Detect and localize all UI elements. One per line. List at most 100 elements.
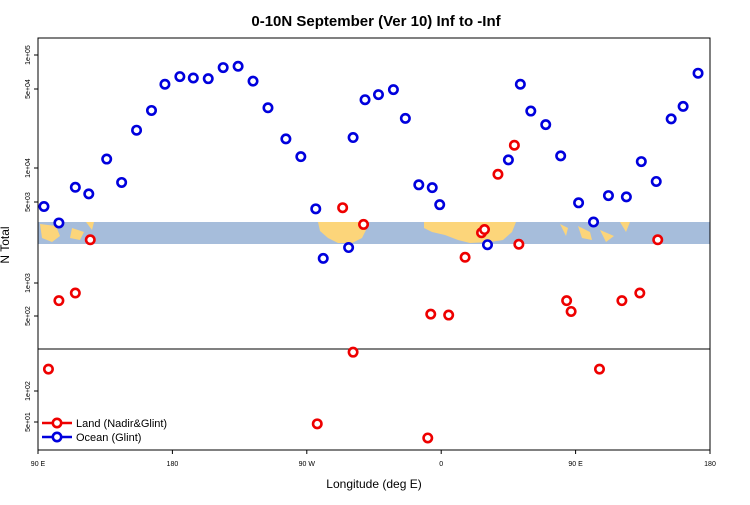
ocean-point — [217, 62, 229, 74]
ocean-point — [540, 119, 552, 131]
x-tick-label: 0 — [439, 461, 443, 468]
land-point — [337, 202, 349, 214]
ocean-point — [665, 113, 677, 125]
ocean-point — [359, 94, 371, 106]
ocean-point — [677, 100, 689, 112]
x-axis: 90 E 180 90 W 0 90 E 180 — [31, 450, 716, 468]
ocean-point — [573, 197, 585, 209]
ocean-point — [588, 216, 600, 228]
y-axis-label: N Total — [0, 226, 12, 263]
land-point — [634, 287, 646, 299]
ocean-point — [101, 153, 113, 165]
land-point — [347, 346, 359, 358]
ocean-point — [131, 124, 143, 136]
x-tick-label: 90 W — [299, 461, 316, 468]
land-point — [422, 432, 434, 444]
land-point — [459, 251, 471, 263]
ocean-point — [317, 252, 329, 264]
land-point — [492, 168, 504, 180]
land-point — [42, 363, 54, 375]
land-point — [358, 218, 370, 230]
ocean-point — [635, 156, 647, 168]
ocean-point — [650, 175, 662, 187]
ocean-point — [116, 176, 128, 188]
ocean-point — [202, 73, 214, 85]
land-point — [53, 295, 65, 307]
land-point — [561, 295, 573, 307]
x-axis-label: Longitude (deg E) — [326, 477, 421, 491]
ocean-point — [502, 154, 514, 166]
y-tick-label: 1e+05 — [25, 45, 32, 65]
ocean-point — [525, 105, 537, 117]
y-tick-label: 5e+02 — [25, 306, 32, 326]
legend-ocean-marker — [51, 431, 63, 443]
land-point — [513, 238, 525, 250]
x-tick-label: 90 E — [31, 461, 46, 468]
y-axis: 5e+04 1e+04 5e+03 1e+03 5e+02 1e+02 5e+01 1e+05 — [25, 45, 38, 432]
y-tick-label: 1e+04 — [25, 158, 32, 178]
ocean-point — [38, 200, 50, 212]
chart-title: 0-10N September (Ver 10) Inf to -Inf — [251, 13, 501, 30]
map-land-south-america — [318, 222, 366, 243]
ocean-point — [159, 78, 171, 90]
plot-frame — [37, 37, 711, 451]
ocean-point — [372, 89, 384, 101]
ocean-point — [295, 151, 307, 163]
ocean-point — [413, 179, 425, 191]
legend-land-marker — [51, 417, 63, 429]
land-point — [565, 305, 577, 317]
land-point — [616, 295, 628, 307]
ocean-point — [692, 67, 704, 79]
ocean-point — [399, 112, 411, 124]
ocean-point — [481, 239, 493, 251]
ocean-point — [69, 181, 81, 193]
ocean-point — [347, 132, 359, 144]
land-point — [425, 308, 437, 320]
y-tick-label: 5e+04 — [25, 79, 32, 99]
ocean-point — [620, 191, 632, 203]
y-tick-label: 5e+03 — [25, 192, 32, 212]
ocean-point — [145, 104, 157, 116]
land-point — [593, 363, 605, 375]
map-land-indonesia-west — [40, 222, 94, 242]
ocean-point — [426, 182, 438, 194]
ocean-point — [343, 242, 355, 254]
y-tick-label: 1e+02 — [25, 381, 32, 401]
legend-land-label: Land (Nadir&Glint) — [76, 418, 167, 430]
ocean-point — [387, 84, 399, 96]
ocean-point — [280, 133, 292, 145]
land-point — [652, 234, 664, 246]
ocean-point — [602, 190, 614, 202]
ocean-point — [310, 203, 322, 215]
land-point — [84, 234, 96, 246]
ocean-point — [232, 60, 244, 72]
x-tick-label: 90 E — [568, 461, 583, 468]
ocean-point — [555, 150, 567, 162]
chart-legend: Land (Nadir&Glint) Ocean (Glint) — [42, 417, 167, 444]
y-tick-label: 1e+03 — [25, 273, 32, 293]
ocean-point — [174, 71, 186, 83]
ocean-point — [434, 199, 446, 211]
ocean-point — [53, 217, 65, 229]
legend-ocean-label: Ocean (Glint) — [76, 432, 141, 444]
map-ocean-band — [38, 222, 710, 244]
y-tick-label: 5e+01 — [25, 412, 32, 432]
land-point — [479, 224, 491, 236]
ocean-point — [83, 188, 95, 200]
ocean-point — [514, 78, 526, 90]
x-tick-label: 180 — [167, 461, 179, 468]
land-point — [443, 309, 455, 321]
map-land-indonesia-east — [560, 222, 630, 242]
map-land-africa — [424, 222, 516, 243]
land-point — [311, 418, 323, 430]
ocean-point — [247, 75, 259, 87]
land-point — [69, 287, 81, 299]
ocean-point — [262, 102, 274, 114]
data-points — [38, 60, 704, 444]
x-tick-label: 180 — [704, 461, 716, 468]
land-point — [508, 139, 520, 151]
ocean-point — [187, 72, 199, 84]
world-map-strip — [38, 222, 710, 244]
